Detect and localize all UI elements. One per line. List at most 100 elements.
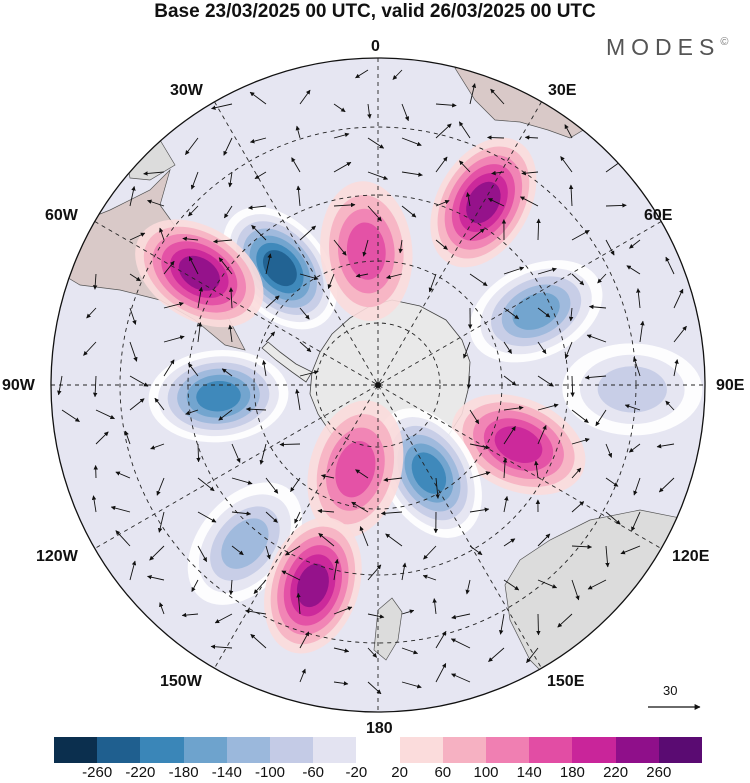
- colorbar: [54, 737, 703, 763]
- wind-arrow-icon: [318, 533, 335, 547]
- wind-arrow-icon: [185, 137, 199, 155]
- wind-arrow-icon: [658, 477, 675, 493]
- wind-arrow-icon: [428, 273, 437, 293]
- wind-arrow-icon: [537, 307, 551, 318]
- wind-arrow-icon: [605, 239, 615, 256]
- wind-arrow-icon: [129, 560, 137, 581]
- wind-arrow-icon: [367, 681, 382, 695]
- wind-arrow-icon: [299, 631, 310, 649]
- wind-arrow-icon: [571, 230, 590, 241]
- wind-arrow-icon: [491, 170, 505, 176]
- wind-arrow-icon: [503, 405, 524, 411]
- wind-arrow-icon: [299, 307, 310, 320]
- lon-label-90w: 90W: [2, 377, 35, 394]
- colorbar-tick-label: 180: [559, 764, 585, 781]
- wind-arrow-icon: [631, 511, 641, 532]
- wind-arrow-icon: [159, 602, 165, 615]
- wind-arrow-icon: [95, 409, 115, 420]
- anomaly-contour-5-4: [512, 292, 560, 330]
- colorbar-tick-label: 260: [646, 764, 672, 781]
- wind-arrow-icon: [435, 477, 440, 499]
- colorbar-tick-label: -140: [211, 764, 242, 781]
- colorbar-swatch-0: [54, 737, 98, 763]
- wind-arrow-icon: [605, 545, 610, 568]
- colorbar-swatch-13: [615, 737, 659, 763]
- lon-label-90e: 90E: [716, 377, 745, 394]
- wind-arrow-icon: [557, 613, 573, 628]
- wind-arrow-icon: [299, 225, 316, 241]
- wind-arrow-icon: [422, 574, 437, 581]
- wind-arrow-icon: [188, 256, 199, 275]
- wind-arrow-icon: [605, 443, 613, 458]
- colorbar-swatch-11: [529, 737, 573, 763]
- wind-arrow-icon: [571, 501, 585, 513]
- wind-arrow-icon: [250, 633, 267, 649]
- wind-arrow-icon: [537, 341, 547, 354]
- wind-arrow-icon: [537, 533, 551, 547]
- wind-arrow-icon: [537, 403, 559, 411]
- wind-arrow-icon: [656, 443, 675, 449]
- wind-arrow-icon: [571, 273, 585, 286]
- wind-arrow-icon: [588, 304, 607, 310]
- wind-arrow-icon: [159, 227, 165, 241]
- wind-arrow-icon: [536, 613, 541, 636]
- wind-arrow-icon: [129, 375, 149, 387]
- wind-arrow-icon: [469, 409, 480, 425]
- wind-arrow-icon: [163, 301, 184, 309]
- wind-arrow-icon: [149, 545, 165, 561]
- wind-arrow-icon: [214, 613, 233, 624]
- wind-arrow-icon: [435, 663, 447, 683]
- latitude-circle-3: [187, 194, 569, 576]
- wind-arrow-icon: [213, 239, 233, 244]
- wind-arrow-icon: [355, 69, 369, 79]
- wind-arrow-icon: [435, 123, 452, 139]
- latitude-circle-2: [253, 260, 503, 510]
- wind-arrow-icon: [254, 171, 267, 179]
- wind-arrow-icon: [570, 375, 575, 398]
- wind-arrow-icon: [503, 495, 509, 513]
- wind-arrow-icon: [320, 473, 335, 479]
- wind-arrow-icon: [586, 334, 607, 343]
- wind-arrow-icon: [221, 368, 233, 377]
- colorbar-swatch-10: [486, 737, 530, 763]
- wind-arrow-icon: [401, 137, 422, 147]
- wind-arrow-icon: [223, 137, 233, 156]
- wind-arrow-icon: [537, 375, 554, 387]
- wind-arrow-icon: [520, 196, 539, 207]
- wind-arrow-icon: [633, 356, 641, 377]
- wind-arrow-icon: [147, 574, 165, 581]
- wind-arrow-icon: [665, 400, 675, 411]
- wind-arrow-icon: [188, 205, 199, 217]
- wind-arrow-icon: [423, 545, 437, 560]
- wind-arrow-icon: [503, 426, 516, 445]
- wind-arrow-icon: [197, 477, 215, 492]
- wind-arrow-icon: [224, 205, 233, 219]
- wind-arrow-icon: [317, 508, 335, 514]
- wind-arrow-icon: [211, 103, 233, 110]
- anomaly-contour-8-5: [411, 452, 447, 494]
- wind-arrow-icon: [181, 612, 199, 618]
- colorbar-swatch-7: [356, 737, 400, 763]
- wind-arrow-icon: [595, 409, 607, 427]
- colorbar-tick-label: 140: [516, 764, 542, 781]
- wind-arrow-icon: [191, 579, 199, 592]
- colorbar-tick-label: 220: [603, 764, 629, 781]
- wind-arrow-icon: [636, 288, 641, 309]
- wind-arrow-icon: [490, 88, 505, 105]
- wind-arrow-icon: [560, 156, 573, 173]
- wind-arrow-icon: [620, 545, 641, 555]
- anomaly-contour-7-4: [494, 426, 543, 463]
- wind-arrow-icon: [568, 307, 574, 322]
- wind-arrow-icon: [182, 236, 199, 242]
- wind-arrow-icon: [435, 199, 450, 207]
- wind-arrow-icon: [385, 533, 403, 547]
- lon-label-60w: 60W: [45, 207, 78, 224]
- wind-arrow-icon: [296, 592, 301, 615]
- lon-label-60e: 60E: [644, 207, 673, 224]
- wind-arrow-icon: [435, 239, 448, 250]
- wind-arrow-icon: [279, 442, 301, 447]
- colorbar-swatch-8: [399, 737, 443, 763]
- wind-arrow-icon: [299, 668, 306, 683]
- map-title: Base 23/03/2025 00 UTC, valid 26/03/2025…: [154, 1, 596, 22]
- wind-arrow-icon: [537, 267, 557, 275]
